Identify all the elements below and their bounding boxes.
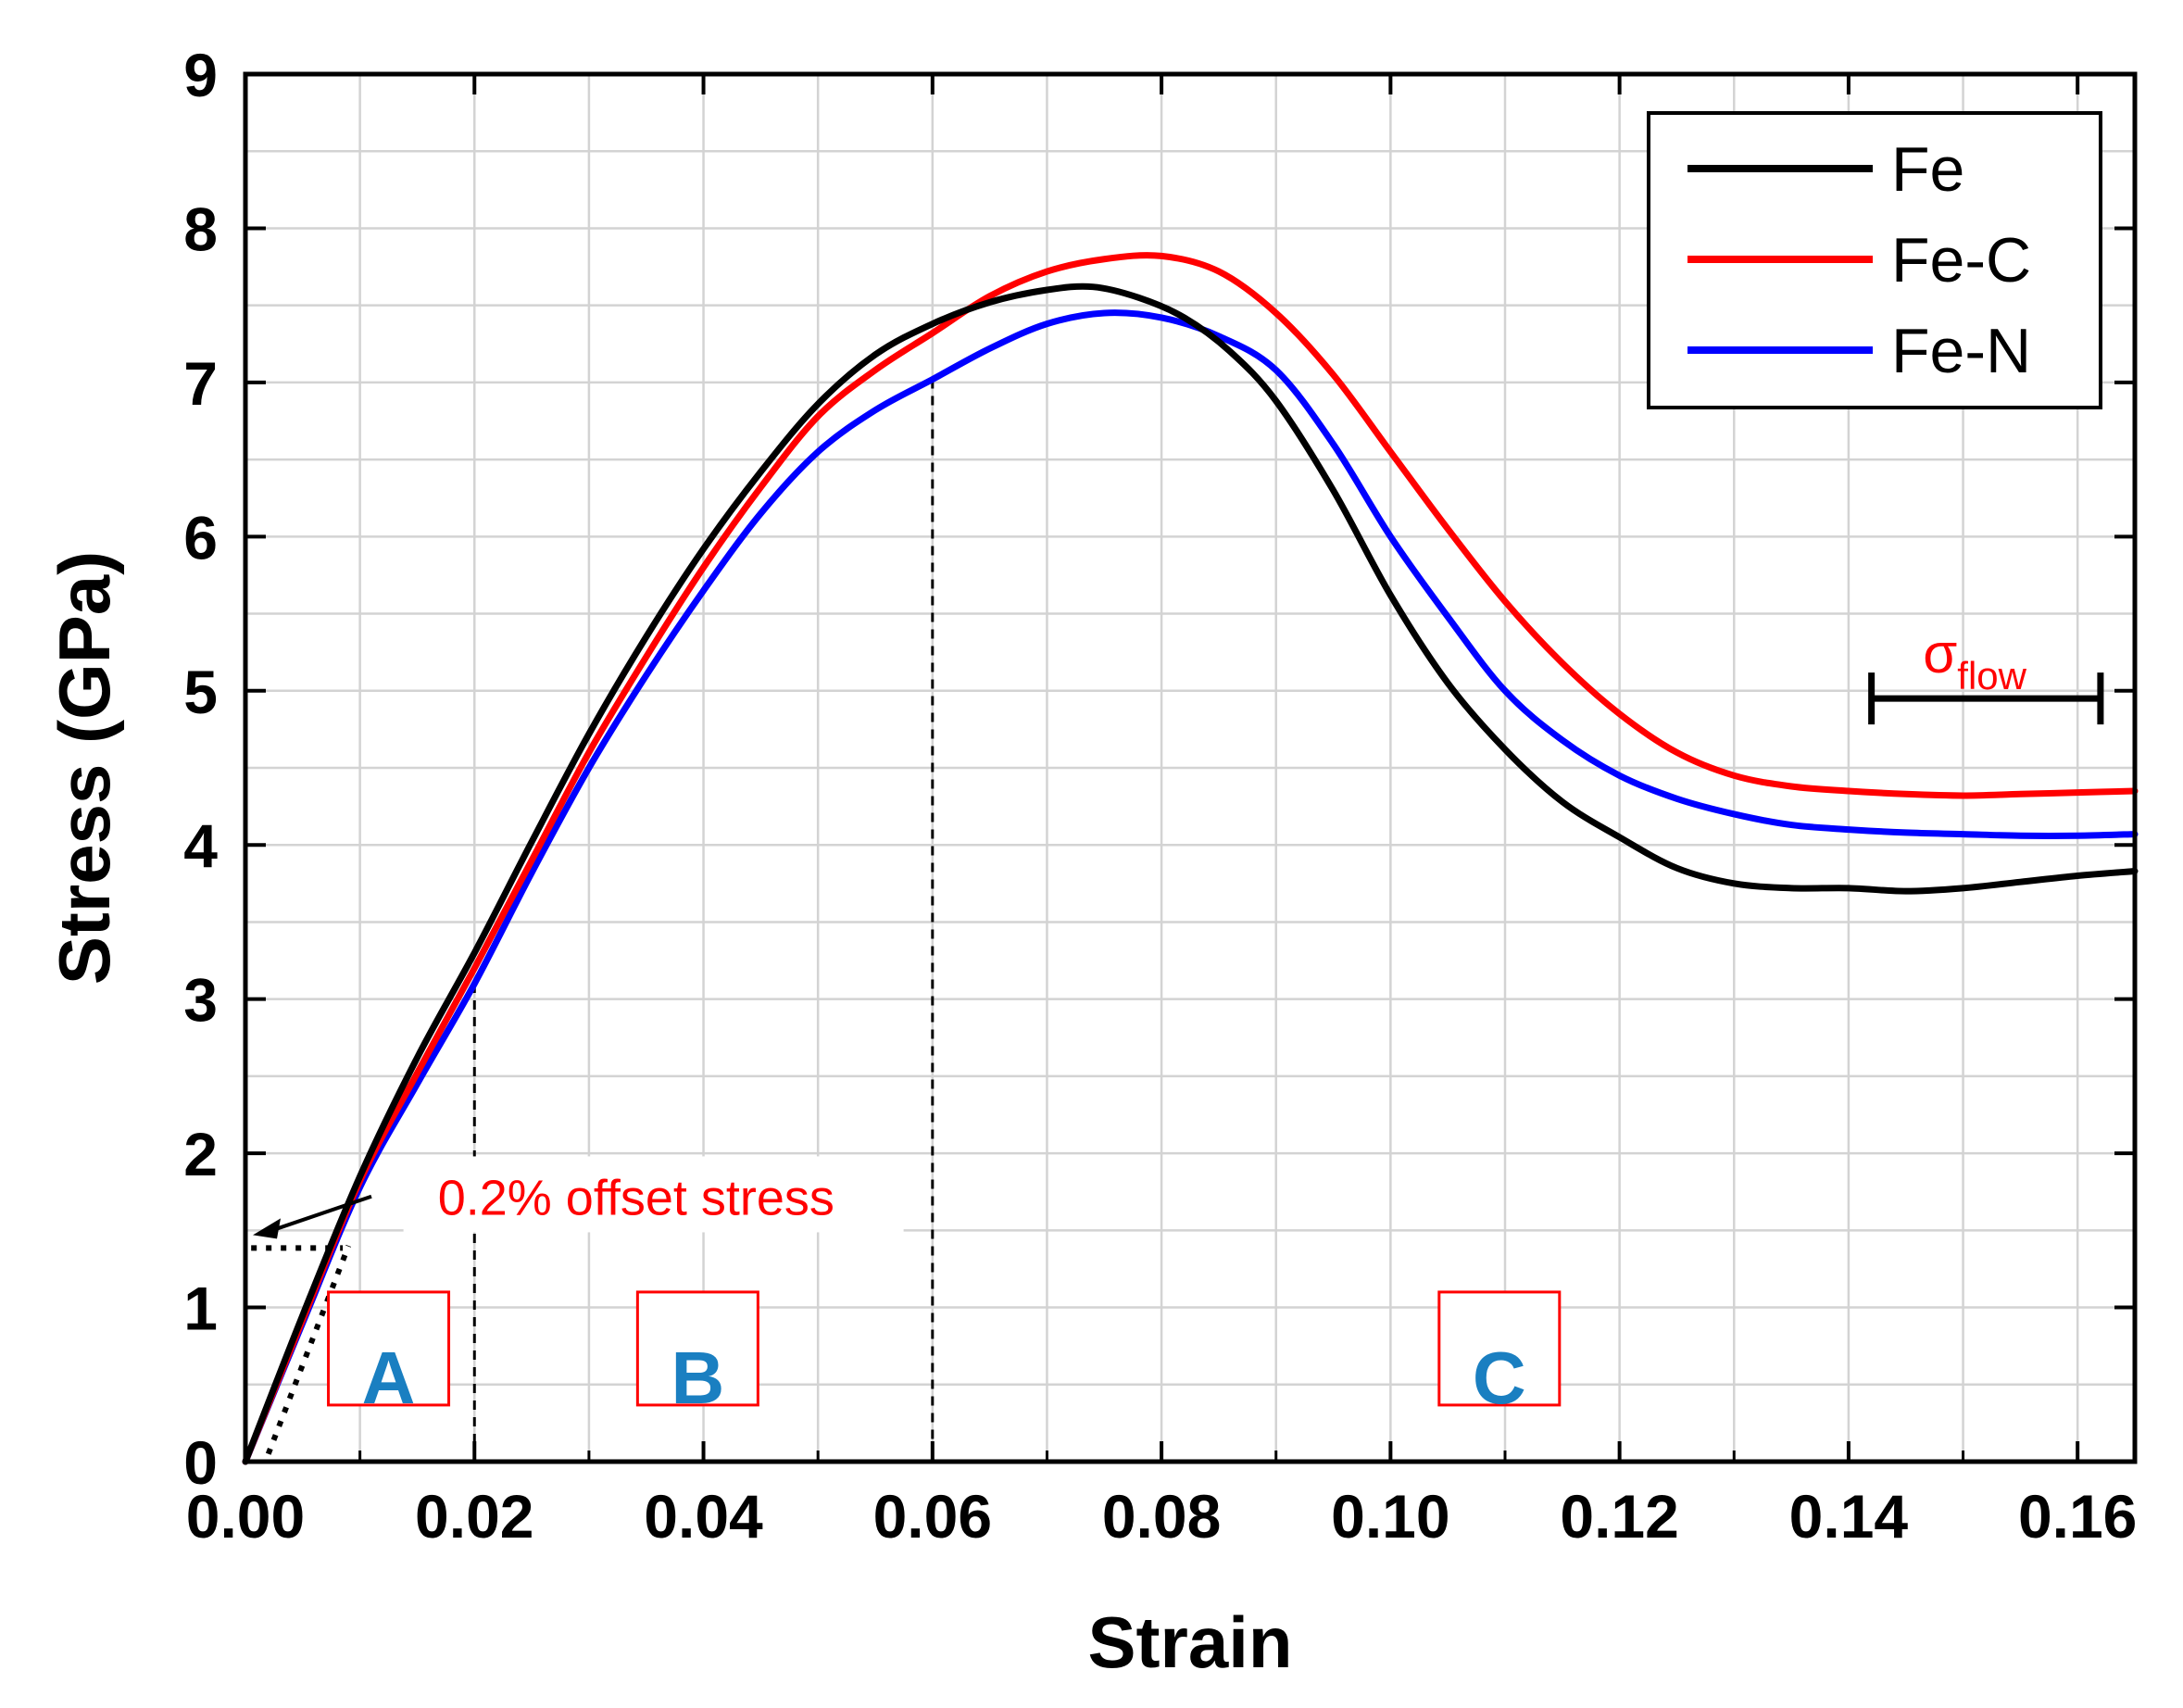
offset-stress-label: 0.2% offset stress	[438, 1171, 834, 1226]
series-line-fe-n	[242, 309, 2139, 1465]
offset-label-background	[403, 1156, 904, 1233]
region-label: C	[1473, 1337, 1526, 1419]
region-box-border	[635, 1290, 759, 1407]
y-axis-title: Stress (GPa)	[44, 551, 125, 985]
region-box-a: A	[327, 1290, 451, 1419]
x-tick-label: 0.04	[644, 1482, 763, 1551]
region-label: B	[671, 1337, 724, 1419]
x-tick-label: 0.06	[873, 1482, 992, 1551]
x-tick-label: 0.16	[2018, 1482, 2137, 1551]
offset-arrow-shaft	[263, 1194, 372, 1236]
legend-label: Fe	[1891, 134, 1964, 205]
y-tick-label: 2	[183, 1120, 218, 1188]
y-tick-label: 3	[183, 966, 218, 1035]
grid	[245, 74, 2135, 1462]
y-tick-label: 4	[183, 811, 218, 880]
region-box-b: B	[635, 1290, 759, 1419]
legend-item-fe-n: Fe-N	[1687, 316, 2031, 386]
x-tick-label: 0.08	[1102, 1482, 1221, 1551]
sigma-flow-subscript: flow	[1957, 654, 2026, 697]
x-tick-label: 0.02	[415, 1482, 533, 1551]
plot-frame	[243, 71, 2138, 1464]
y-tick-label: 8	[183, 195, 218, 263]
x-tick-label: 0.14	[1789, 1482, 1909, 1551]
y-tick-label: 5	[183, 658, 218, 726]
x-tick-label: 0.00	[186, 1482, 305, 1551]
legend-item-fe: Fe	[1687, 134, 1964, 205]
series-line-fe-c	[242, 252, 2139, 1465]
y-tick-label: 6	[183, 503, 218, 571]
region-box-border	[327, 1290, 451, 1407]
sigma-flow-label: σflow	[1923, 622, 2026, 697]
region-label: A	[362, 1337, 416, 1419]
x-tick-label: 0.12	[1560, 1482, 1678, 1551]
y-tick-label: 1	[183, 1275, 218, 1343]
x-axis-title: Strain	[1087, 1601, 1292, 1683]
offset-arrow-head	[253, 1218, 281, 1239]
x-tick-label: 0.10	[1331, 1482, 1449, 1551]
legend-label: Fe-C	[1891, 225, 2031, 295]
y-tick-label: 9	[183, 41, 218, 109]
y-tick-label: 7	[183, 349, 218, 418]
legend: Fe Fe-C Fe-N	[1647, 111, 2102, 409]
region-box-c: C	[1437, 1290, 1562, 1419]
region-box-border	[1437, 1290, 1562, 1407]
series-line-fe	[242, 283, 2139, 1465]
legend-item-fe-c: Fe-C	[1687, 225, 2031, 295]
legend-label: Fe-N	[1891, 316, 2031, 386]
series-layer	[242, 252, 2139, 1465]
axis-ticks: 0.00 0.02 0.04 0.06 0.08 0.10 0.12 0.14 0.16 0 1 2 3…	[183, 41, 2137, 1551]
y-tick-label: 0	[183, 1428, 218, 1497]
